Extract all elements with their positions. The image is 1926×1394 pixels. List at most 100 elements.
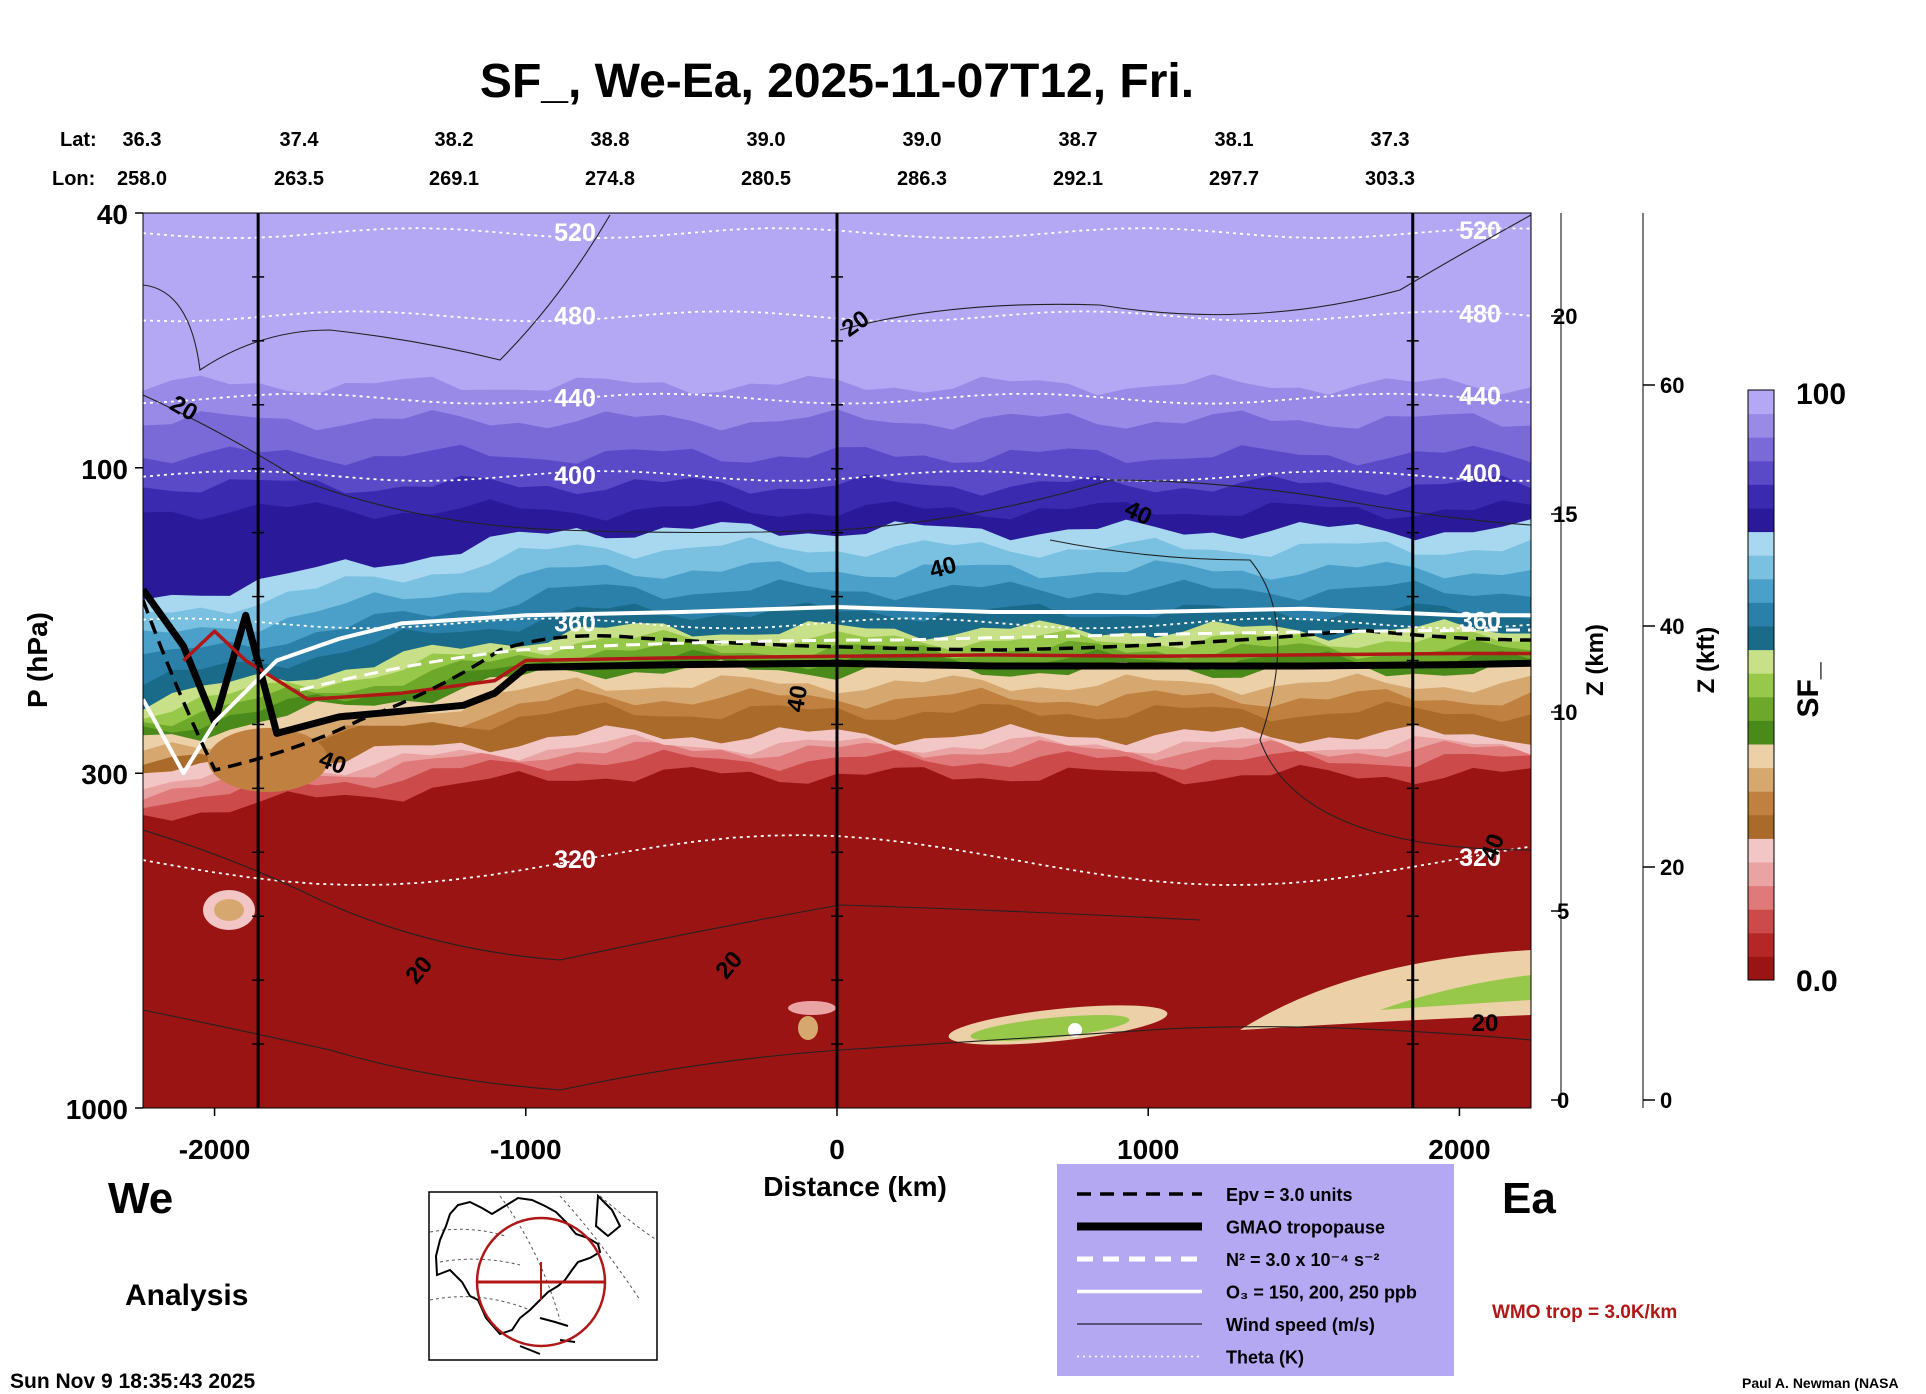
map-coastlines — [430, 1193, 657, 1355]
z-km-label: Z (km) — [1582, 624, 1609, 696]
y-tick-label: 1000 — [66, 1094, 128, 1125]
colorbar-swatch — [1748, 578, 1774, 603]
z-km-tick-label: 20 — [1553, 304, 1577, 329]
wind-contour — [143, 214, 611, 371]
lon-tick-label: 269.1 — [429, 168, 479, 190]
z-kft-tick-label: 0 — [1660, 1088, 1672, 1113]
y-axis: 40 100 300 1000 — [66, 199, 143, 1125]
colorbar-swatch — [1748, 555, 1774, 580]
sf-blob — [1380, 975, 1531, 1010]
sf-lower-anomalies — [203, 728, 1531, 1045]
lat-tick-label: 37.3 — [1371, 129, 1410, 151]
colorbar-swatch — [1748, 720, 1774, 745]
theta-label: 440 — [1459, 383, 1501, 411]
colorbar-max-label: 100 — [1796, 378, 1846, 411]
lat-tick-label: 38.8 — [591, 129, 630, 151]
wind-contour — [143, 1009, 1531, 1091]
lat-lon-ticks: 36.3 37.4 38.2 38.8 39.0 39.0 38.7 38.1 37.3 258.… — [117, 129, 1415, 190]
lat-tick-label: 38.1 — [1215, 129, 1254, 151]
legend-item-label: O₃ = 150, 200, 250 ppb — [1226, 1283, 1417, 1303]
z-kft-tick-label: 40 — [1660, 614, 1684, 639]
y-tick-label: 100 — [81, 454, 128, 485]
legend-item-label: Epv = 3.0 units — [1226, 1185, 1353, 1205]
x-tick-label: 1000 — [1117, 1134, 1179, 1165]
sf-blob — [788, 1001, 836, 1015]
y-tick-label: 40 — [97, 199, 128, 230]
series-line — [182, 629, 1531, 702]
z-kft-label: Z (kft) — [1693, 627, 1720, 694]
lon-tick-label: 274.8 — [585, 168, 635, 190]
wind-label: 20 — [1472, 1010, 1499, 1037]
wind-contour — [839, 214, 1531, 331]
colorbar-swatch — [1748, 602, 1774, 627]
x-tick-label: -1000 — [490, 1134, 562, 1165]
reference-vertical-lines — [252, 213, 1419, 1108]
lon-tick-label: 292.1 — [1053, 168, 1103, 190]
colorbar-swatch — [1748, 932, 1774, 957]
z-km-tick-label: 5 — [1557, 899, 1569, 924]
lon-tick-label: 263.5 — [274, 168, 324, 190]
theta-label: 440 — [554, 385, 596, 413]
east-label: Ea — [1502, 1174, 1556, 1223]
lat-tick-label: 36.3 — [123, 129, 162, 151]
colorbar-swatch — [1748, 649, 1774, 674]
x-axis-label: Distance (km) — [763, 1171, 947, 1202]
lat-tick-label: 38.7 — [1059, 129, 1098, 151]
colorbar-swatch — [1748, 696, 1774, 721]
z-kft-tick-label: 60 — [1660, 373, 1684, 398]
epv-line — [143, 599, 1531, 773]
colorbar — [1747, 389, 1775, 981]
colorbar-swatch — [1748, 531, 1774, 556]
wind-contour — [1049, 539, 1531, 851]
colorbar-frame — [1747, 389, 1775, 981]
colorbar-swatch — [1748, 767, 1774, 792]
sf-blob — [208, 728, 328, 792]
lat-tick-label: 38.2 — [435, 129, 474, 151]
wmo-note: WMO trop = 3.0K/km — [1492, 1302, 1677, 1323]
colorbar-swatch — [1748, 956, 1774, 981]
sf-blob — [1240, 950, 1531, 1030]
theta-label: 520 — [554, 219, 596, 247]
colorbar-swatch — [1748, 508, 1774, 533]
line-legend: Epv = 3.0 units GMAO tropopause N² = 3.0 x… — [1057, 1164, 1454, 1376]
lon-tick-label: 286.3 — [897, 168, 947, 190]
colorbar-min-label: 0.0 — [1796, 965, 1838, 998]
lat-tick-label: 39.0 — [903, 129, 942, 151]
sf-blob — [798, 1016, 818, 1040]
series-line — [143, 605, 1531, 776]
timestamp: Sun Nov 9 18:35:43 2025 — [10, 1370, 255, 1393]
lat-tick-label: 39.0 — [747, 129, 786, 151]
sf-blob — [970, 1015, 1130, 1041]
west-label: We — [108, 1174, 173, 1223]
colorbar-variable-label: SF_ — [1792, 662, 1825, 717]
colorbar-swatch — [1748, 390, 1774, 415]
lon-tick-label: 258.0 — [117, 168, 167, 190]
lon-label: Lon: — [52, 168, 95, 190]
colorbar-swatch — [1748, 460, 1774, 485]
z-km-tick-label: 15 — [1553, 502, 1577, 527]
colorbar-swatch — [1748, 673, 1774, 698]
y-tick-label: 300 — [81, 759, 128, 790]
lon-tick-label: 280.5 — [741, 168, 791, 190]
x-tick-label: 2000 — [1428, 1134, 1490, 1165]
colorbar-swatch — [1748, 862, 1774, 887]
legend-item-label: N² = 3.0 x 10⁻⁴ s⁻² — [1226, 1250, 1379, 1270]
colorbar-swatch — [1748, 437, 1774, 462]
colorbar-swatch — [1748, 626, 1774, 651]
lon-tick-label: 297.7 — [1209, 168, 1259, 190]
credit: Paul A. Newman (NASA — [1742, 1375, 1899, 1391]
colorbar-swatch — [1748, 814, 1774, 839]
theta-label: 320 — [554, 846, 596, 874]
n2-line — [299, 628, 1531, 692]
theta-label: 520 — [1459, 217, 1501, 245]
y-axis-label: P (hPa) — [22, 612, 53, 708]
x-tick-label: 0 — [829, 1134, 845, 1165]
lon-tick-label: 303.3 — [1365, 168, 1415, 190]
theta-label: 480 — [1459, 300, 1501, 328]
z-km-tick-label: 10 — [1553, 700, 1577, 725]
theta-label: 400 — [1459, 460, 1501, 488]
analysis-label: Analysis — [125, 1279, 248, 1312]
lat-label: Lat: — [60, 129, 97, 151]
